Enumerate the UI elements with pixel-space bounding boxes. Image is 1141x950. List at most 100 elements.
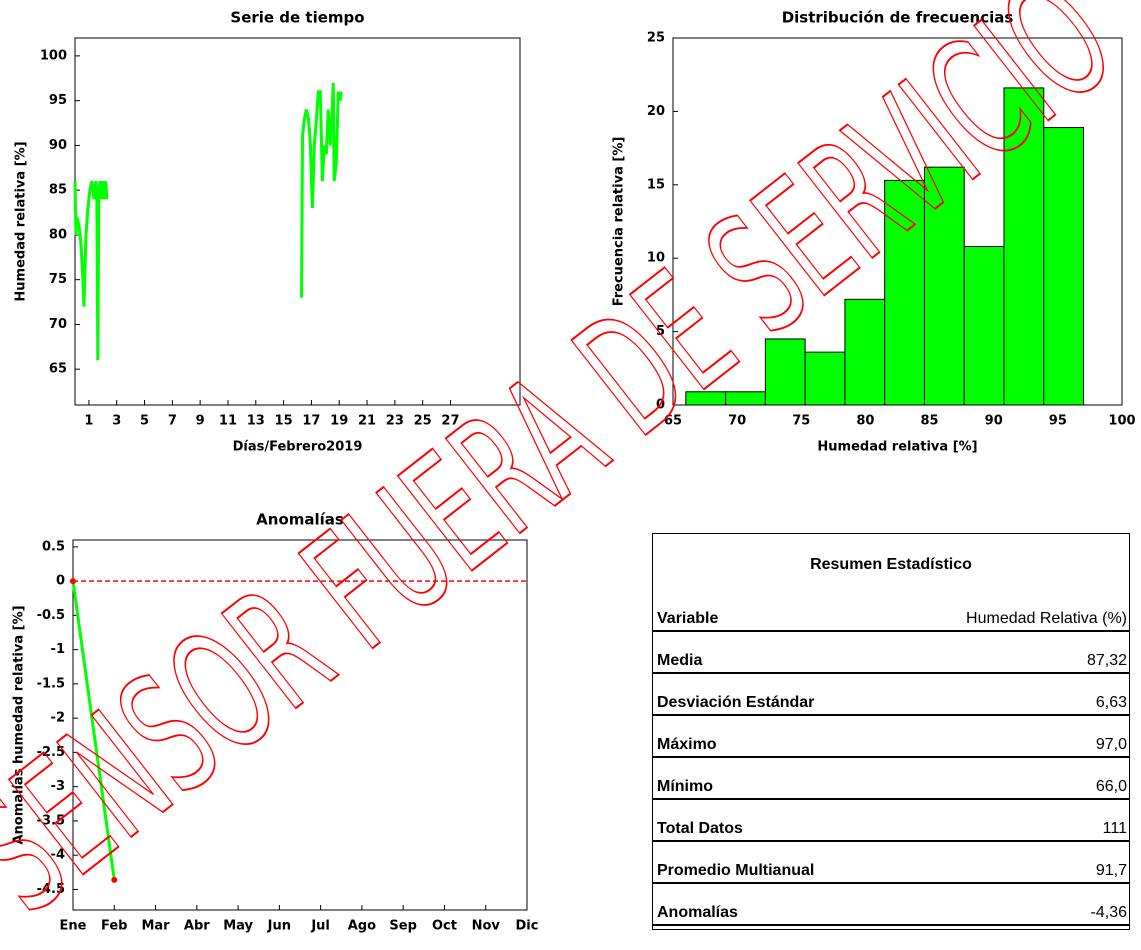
- histogram-bar: [725, 391, 766, 406]
- histogram-bar: [884, 179, 925, 406]
- y-tick-label: 85: [49, 183, 67, 198]
- cell-label: Mínimo: [657, 778, 713, 795]
- table-row: Media 87,32: [653, 632, 1129, 674]
- histogram-bar: [923, 166, 965, 406]
- y-tick-label: -0.5: [37, 608, 65, 623]
- x-tick-label: 13: [247, 414, 265, 429]
- y-tick-label: -3: [51, 779, 65, 794]
- x-tick-label: Nov: [472, 919, 501, 934]
- x-axis-label: Humedad relativa [%]: [817, 440, 977, 455]
- histogram-bar: [963, 245, 1005, 406]
- table-row: Desviación Estándar 6,63: [653, 674, 1129, 716]
- x-tick-label: 23: [386, 414, 404, 429]
- cell-label: Variable: [657, 610, 719, 627]
- cell-value: 6,63: [1095, 694, 1127, 711]
- y-tick-label: 65: [49, 362, 67, 377]
- x-tick-label: 25: [414, 414, 432, 429]
- y-tick-label: 25: [647, 31, 665, 46]
- histogram-bar: [685, 391, 727, 406]
- cell-label: Promedio Multianual: [657, 862, 815, 879]
- histogram-bar: [1043, 127, 1085, 406]
- y-tick-label: 70: [49, 317, 67, 332]
- x-tick-label: 85: [921, 414, 939, 429]
- y-tick-label: 90: [49, 138, 67, 153]
- x-tick-label: 1: [84, 414, 93, 429]
- x-tick-label: 21: [358, 414, 376, 429]
- cell-value: 91,7: [1095, 862, 1127, 879]
- y-tick-label: -4.5: [37, 882, 65, 897]
- x-tick-label: May: [223, 919, 253, 934]
- cell-label: Anomalías: [657, 904, 738, 921]
- y-tick-label: -1: [51, 642, 65, 657]
- x-tick-label: 90: [985, 414, 1003, 429]
- x-tick-label: 11: [219, 414, 237, 429]
- y-tick-label: 95: [49, 93, 67, 108]
- histogram-bar: [764, 338, 806, 406]
- x-tick-label: 3: [112, 414, 121, 429]
- x-tick-label: 70: [728, 414, 746, 429]
- x-tick-label: 75: [792, 414, 810, 429]
- x-tick-label: 19: [330, 414, 348, 429]
- table-title: Resumen Estadístico: [810, 556, 972, 573]
- histogram-bar: [844, 298, 886, 406]
- y-axis-label: Humedad relativa [%]: [14, 141, 29, 301]
- x-tick-label: 17: [302, 414, 320, 429]
- x-tick-label: 9: [196, 414, 205, 429]
- plot-frame: [74, 37, 521, 406]
- y-tick-label: 5: [656, 324, 665, 339]
- table-row: Máximo 97,0: [653, 716, 1129, 758]
- histogram-bar: [1003, 87, 1045, 406]
- y-tick-label: 0: [656, 398, 665, 413]
- cell-value: 97,0: [1095, 736, 1127, 753]
- x-tick-label: Jul: [310, 919, 330, 934]
- y-tick-label: -1.5: [37, 676, 65, 691]
- cell-value: 111: [1102, 820, 1127, 837]
- table-row: Total Datos 111: [653, 800, 1129, 842]
- y-tick-label: -4: [51, 848, 65, 863]
- cell-value: Humedad Relativa (%): [966, 610, 1127, 627]
- chart-title: Distribución de frecuencias: [782, 9, 1014, 27]
- y-tick-label: 0.5: [42, 539, 65, 554]
- x-tick-label: Mar: [141, 919, 170, 934]
- y-axis-label: Anomalías humedad relativa [%]: [12, 605, 27, 844]
- y-tick-label: -2.5: [37, 745, 65, 760]
- x-tick-label: 15: [275, 414, 293, 429]
- table-row: Anomalías -4,36: [653, 884, 1129, 926]
- plot-frame: [72, 539, 528, 911]
- table-row: Mínimo 66,0: [653, 758, 1129, 800]
- cell-label: Desviación Estándar: [657, 694, 815, 711]
- data-line: [73, 82, 343, 361]
- x-tick-label: 7: [168, 414, 177, 429]
- x-tick-label: Ene: [60, 919, 87, 934]
- cell-label: Máximo: [657, 736, 717, 753]
- x-tick-label: Ago: [348, 919, 376, 934]
- x-tick-label: 80: [856, 414, 874, 429]
- table-row: Variable Humedad Relativa (%): [653, 590, 1129, 632]
- data-line: [71, 580, 116, 881]
- x-tick-label: 95: [1049, 414, 1067, 429]
- y-tick-label: -3.5: [37, 813, 65, 828]
- chart-title: Serie de tiempo: [230, 9, 364, 27]
- chart-title: Anomalías: [256, 511, 344, 529]
- data-point: [70, 578, 76, 585]
- y-axis-label: Frecuencia relativa [%]: [612, 137, 627, 307]
- cell-label: Media: [657, 652, 703, 669]
- x-tick-label: 27: [441, 414, 459, 429]
- x-tick-label: 100: [1108, 414, 1135, 429]
- y-tick-label: 20: [647, 104, 665, 119]
- x-tick-label: Sep: [389, 919, 417, 934]
- x-axis-label: Días/Febrero2019: [233, 440, 363, 455]
- y-tick-label: 75: [49, 272, 67, 287]
- y-tick-label: -2: [51, 711, 65, 726]
- x-tick-label: 65: [664, 414, 682, 429]
- x-tick-label: Oct: [432, 919, 457, 934]
- cell-value: 66,0: [1095, 778, 1127, 795]
- y-tick-label: 0: [56, 574, 65, 589]
- data-point: [111, 876, 118, 883]
- histogram-bar: [804, 351, 846, 406]
- cell-label: Total Datos: [657, 820, 743, 837]
- y-tick-label: 15: [647, 177, 665, 192]
- y-tick-label: 80: [49, 227, 67, 242]
- y-tick-label: 100: [40, 48, 67, 63]
